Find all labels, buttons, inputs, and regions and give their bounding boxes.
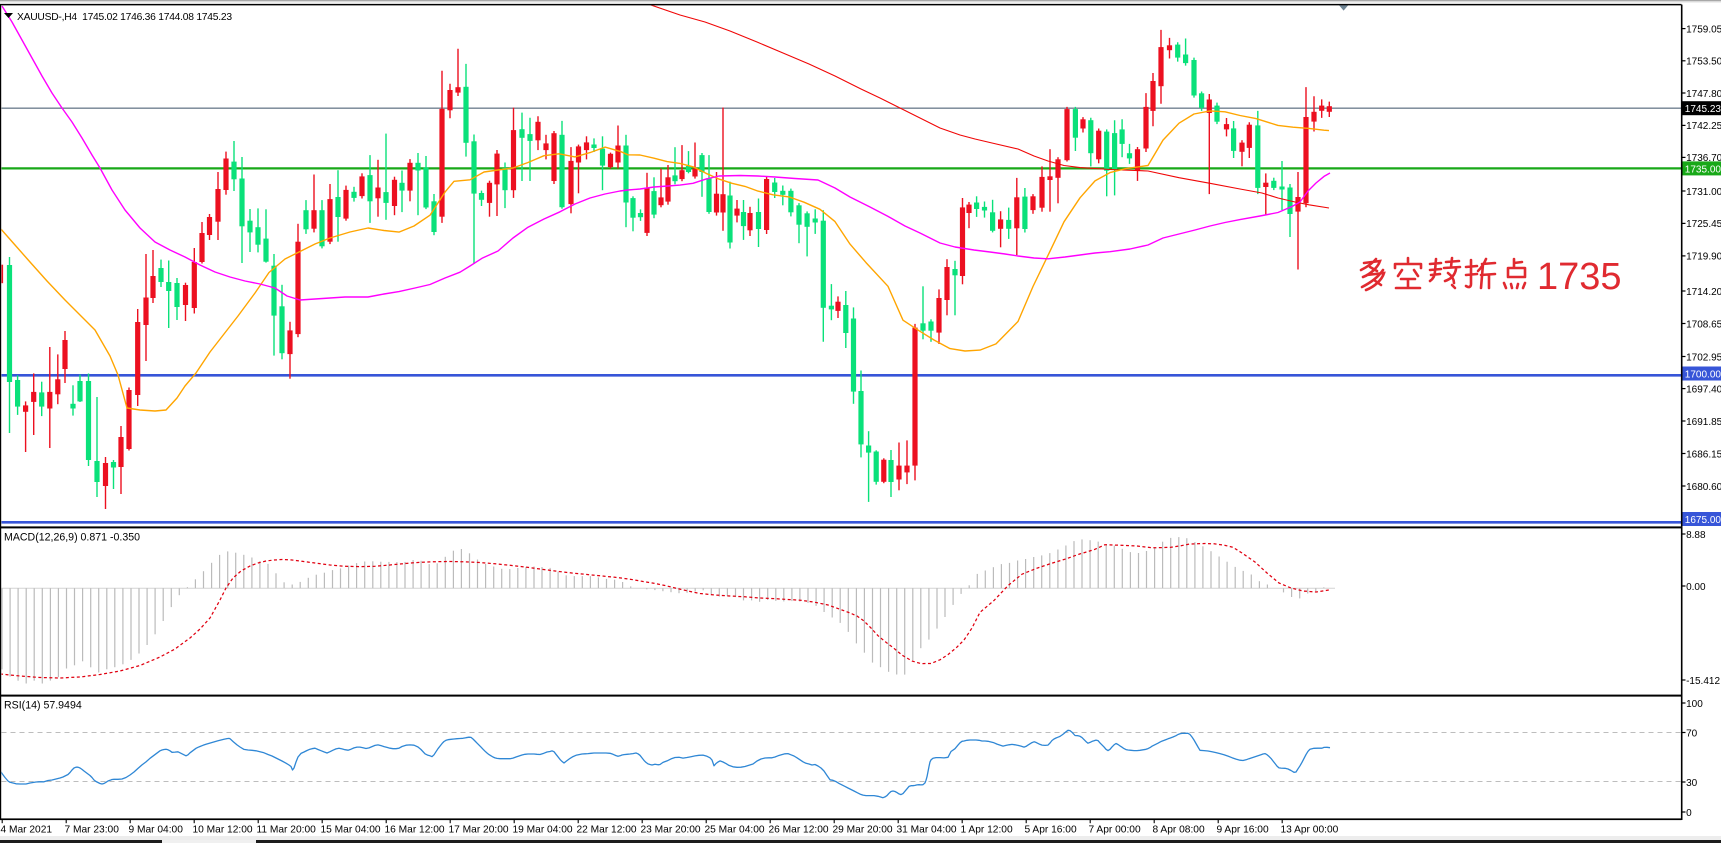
svg-text:1697.40: 1697.40 [1686, 384, 1721, 395]
svg-text:1759.05: 1759.05 [1686, 24, 1721, 35]
svg-text:1714.20: 1714.20 [1686, 287, 1721, 298]
svg-text:70: 70 [1686, 728, 1698, 739]
svg-text:1686.15: 1686.15 [1686, 449, 1721, 460]
svg-text:15 Mar 04:00: 15 Mar 04:00 [321, 824, 381, 835]
svg-text:13 Apr 00:00: 13 Apr 00:00 [1281, 824, 1339, 835]
svg-text:7 Mar 23:00: 7 Mar 23:00 [65, 824, 120, 835]
svg-text:1747.80: 1747.80 [1686, 89, 1721, 100]
svg-text:4 Mar 2021: 4 Mar 2021 [1, 824, 53, 835]
svg-text:1745.23: 1745.23 [1685, 104, 1721, 115]
svg-text:9 Mar 04:00: 9 Mar 04:00 [129, 824, 184, 835]
svg-text:1680.60: 1680.60 [1686, 482, 1721, 493]
svg-text:XAUUSD-,H4 1745.02 1746.36 17: XAUUSD-,H4 1745.02 1746.36 1744.08 1745.… [17, 12, 232, 23]
svg-text:1 Apr 12:00: 1 Apr 12:00 [961, 824, 1013, 835]
svg-text:7 Apr 00:00: 7 Apr 00:00 [1089, 824, 1141, 835]
svg-text:1725.45: 1725.45 [1686, 219, 1721, 230]
svg-text:1735.00: 1735.00 [1685, 164, 1721, 175]
svg-text:RSI(14) 57.9494: RSI(14) 57.9494 [4, 700, 82, 712]
svg-text:100: 100 [1686, 699, 1703, 710]
svg-text:-15.412: -15.412 [1686, 676, 1720, 687]
svg-text:1753.50: 1753.50 [1686, 57, 1721, 68]
svg-text:25 Mar 04:00: 25 Mar 04:00 [705, 824, 765, 835]
svg-text:10 Mar 12:00: 10 Mar 12:00 [193, 824, 253, 835]
svg-text:1742.25: 1742.25 [1686, 121, 1721, 132]
svg-text:16 Mar 12:00: 16 Mar 12:00 [385, 824, 445, 835]
svg-text:1708.65: 1708.65 [1686, 319, 1721, 330]
svg-text:8 Apr 08:00: 8 Apr 08:00 [1153, 824, 1205, 835]
svg-text:30: 30 [1686, 778, 1698, 789]
svg-text:1731.00: 1731.00 [1686, 187, 1721, 198]
svg-text:MACD(12,26,9) 0.871 -0.350: MACD(12,26,9) 0.871 -0.350 [4, 532, 140, 544]
svg-text:1735: 1735 [1537, 256, 1622, 298]
svg-text:9 Apr 16:00: 9 Apr 16:00 [1217, 824, 1269, 835]
svg-text:0: 0 [1686, 808, 1692, 819]
svg-text:31 Mar 04:00: 31 Mar 04:00 [897, 824, 957, 835]
svg-text:26 Mar 12:00: 26 Mar 12:00 [769, 824, 829, 835]
svg-text:8.88: 8.88 [1686, 530, 1706, 541]
svg-text:19 Mar 04:00: 19 Mar 04:00 [513, 824, 573, 835]
svg-text:1675.00: 1675.00 [1685, 515, 1721, 526]
svg-text:17 Mar 20:00: 17 Mar 20:00 [449, 824, 509, 835]
svg-text:11 Mar 20:00: 11 Mar 20:00 [257, 824, 317, 835]
svg-text:5 Apr 16:00: 5 Apr 16:00 [1025, 824, 1077, 835]
svg-text:1700.00: 1700.00 [1685, 370, 1721, 381]
svg-text:29 Mar 20:00: 29 Mar 20:00 [833, 824, 893, 835]
svg-text:0.00: 0.00 [1686, 582, 1706, 593]
svg-text:1691.85: 1691.85 [1686, 417, 1721, 428]
svg-text:23 Mar 20:00: 23 Mar 20:00 [641, 824, 701, 835]
svg-text:22 Mar 12:00: 22 Mar 12:00 [577, 824, 637, 835]
svg-text:1702.95: 1702.95 [1686, 352, 1721, 363]
svg-text:1736.70: 1736.70 [1686, 153, 1721, 164]
svg-text:1719.90: 1719.90 [1686, 252, 1721, 263]
